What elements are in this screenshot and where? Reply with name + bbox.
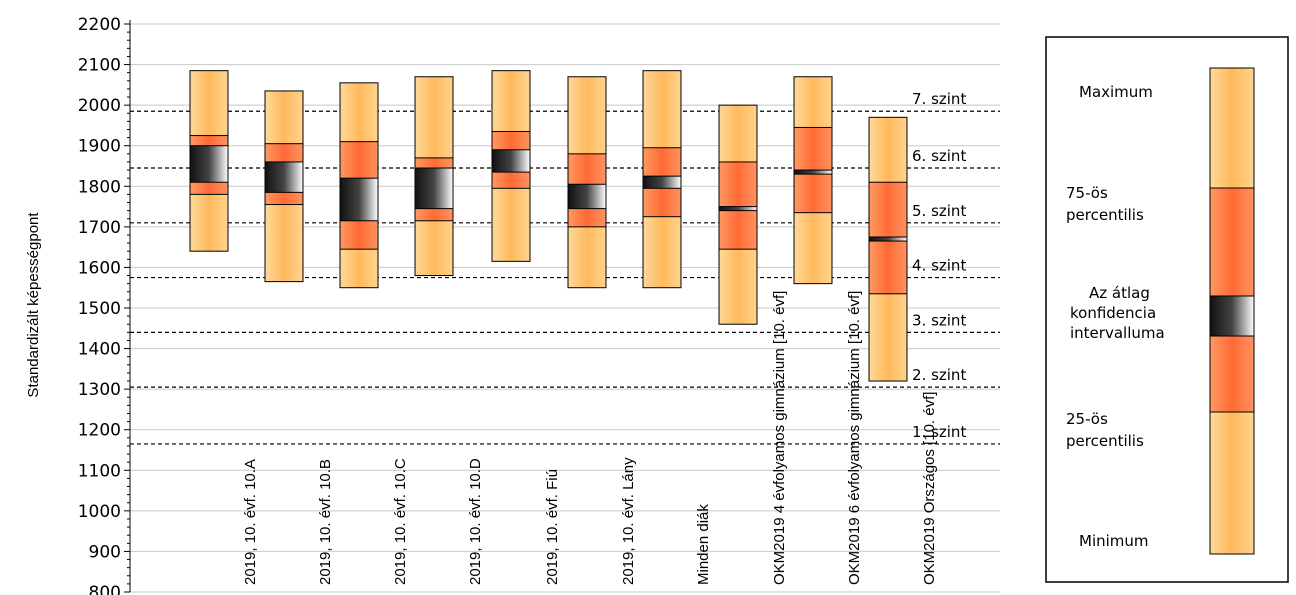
legend-label-ci: Az átlag konfidencia intervalluma	[1070, 284, 1165, 342]
level-label: 7. szint	[912, 90, 966, 108]
y-tick-label: 2200	[78, 15, 121, 35]
box-ci	[189, 145, 229, 183]
box-item	[491, 70, 531, 262]
category-label: 2019, 10. évf. 10.C	[392, 458, 409, 585]
y-tick-label: 800	[89, 583, 121, 595]
box-iqr	[718, 161, 758, 250]
category-label: 2019, 10. évf. 10.B	[317, 459, 334, 585]
box-item	[339, 82, 379, 289]
box-item	[868, 116, 908, 382]
box-ci	[491, 149, 531, 173]
box-item	[264, 90, 304, 283]
legend-ci-swatch	[1209, 295, 1255, 337]
y-tick-label: 1100	[78, 461, 121, 481]
level-label: 5. szint	[912, 202, 966, 220]
y-tick-label: 1500	[78, 299, 121, 319]
category-label: 2019, 10. évf. 10.D	[467, 458, 484, 585]
category-label: OKM2019 6 évfolyamos gimnázium [10. évf]	[846, 291, 863, 585]
box-ci	[567, 183, 607, 210]
level-lines: 7. szint 6. szint 5. szint 4. szint 3. szint…	[130, 90, 1000, 445]
box-ci	[718, 206, 758, 212]
legend-label-min: Minimum	[1079, 532, 1149, 550]
level-label: 2. szint	[912, 366, 966, 384]
box-item	[414, 76, 454, 277]
y-tick-label: 1000	[78, 502, 121, 522]
y-tick-label: 1300	[78, 380, 121, 400]
category-label: OKM2019 Országos [10. évf]	[921, 392, 938, 585]
category-label: Minden diák	[695, 504, 712, 585]
y-tick-label: 900	[89, 542, 121, 562]
y-tick-label: 1900	[78, 137, 121, 157]
y-tick-label: 2100	[78, 56, 121, 76]
y-axis-label: Standardizált képességpont	[25, 212, 42, 398]
box-ci	[868, 236, 908, 242]
box-ci	[642, 175, 682, 189]
box-item	[718, 104, 758, 325]
y-tick-label: 1600	[78, 258, 121, 278]
level-label: 1. szint	[912, 423, 966, 441]
box-ci	[793, 169, 833, 175]
y-tick-label: 2000	[78, 96, 121, 116]
category-labels: 2019, 10. évf. 10.A 2019, 10. évf. 10.B 20…	[242, 291, 938, 585]
box-item	[642, 70, 682, 289]
y-tick-label: 1400	[78, 340, 121, 360]
category-label: 2019, 10. évf. Lány	[620, 457, 637, 585]
box-item	[189, 70, 229, 252]
box-item	[793, 76, 833, 285]
y-axis: 800 900 1000 1100 1200 1300 1400 1500 1600 1700 18…	[78, 15, 131, 595]
legend-label-p25: 25-ös percentilis	[1066, 410, 1144, 450]
level-label: 6. szint	[912, 147, 966, 165]
legend: Maximum 75-ös percentilis Az átlag konfidenc…	[1045, 36, 1289, 583]
y-tick-label: 1700	[78, 218, 121, 238]
box-ci	[414, 167, 454, 210]
legend-label-max: Maximum	[1079, 83, 1153, 101]
level-label: 4. szint	[912, 257, 966, 275]
level-label: 3. szint	[912, 311, 966, 329]
y-tick-label: 1800	[78, 177, 121, 197]
box-item	[567, 76, 607, 289]
box-ci	[339, 177, 379, 222]
box-ci	[264, 161, 304, 193]
box-series	[189, 70, 908, 382]
y-tick-label: 1200	[78, 421, 121, 441]
category-label: 2019, 10. évf. Fiú	[544, 469, 561, 585]
category-label: OKM2019 4 évfolyamos gimnázium [10. évf]	[771, 291, 788, 585]
legend-label-p75: 75-ös percentilis	[1066, 184, 1144, 224]
category-label: 2019, 10. évf. 10.A	[242, 459, 259, 585]
